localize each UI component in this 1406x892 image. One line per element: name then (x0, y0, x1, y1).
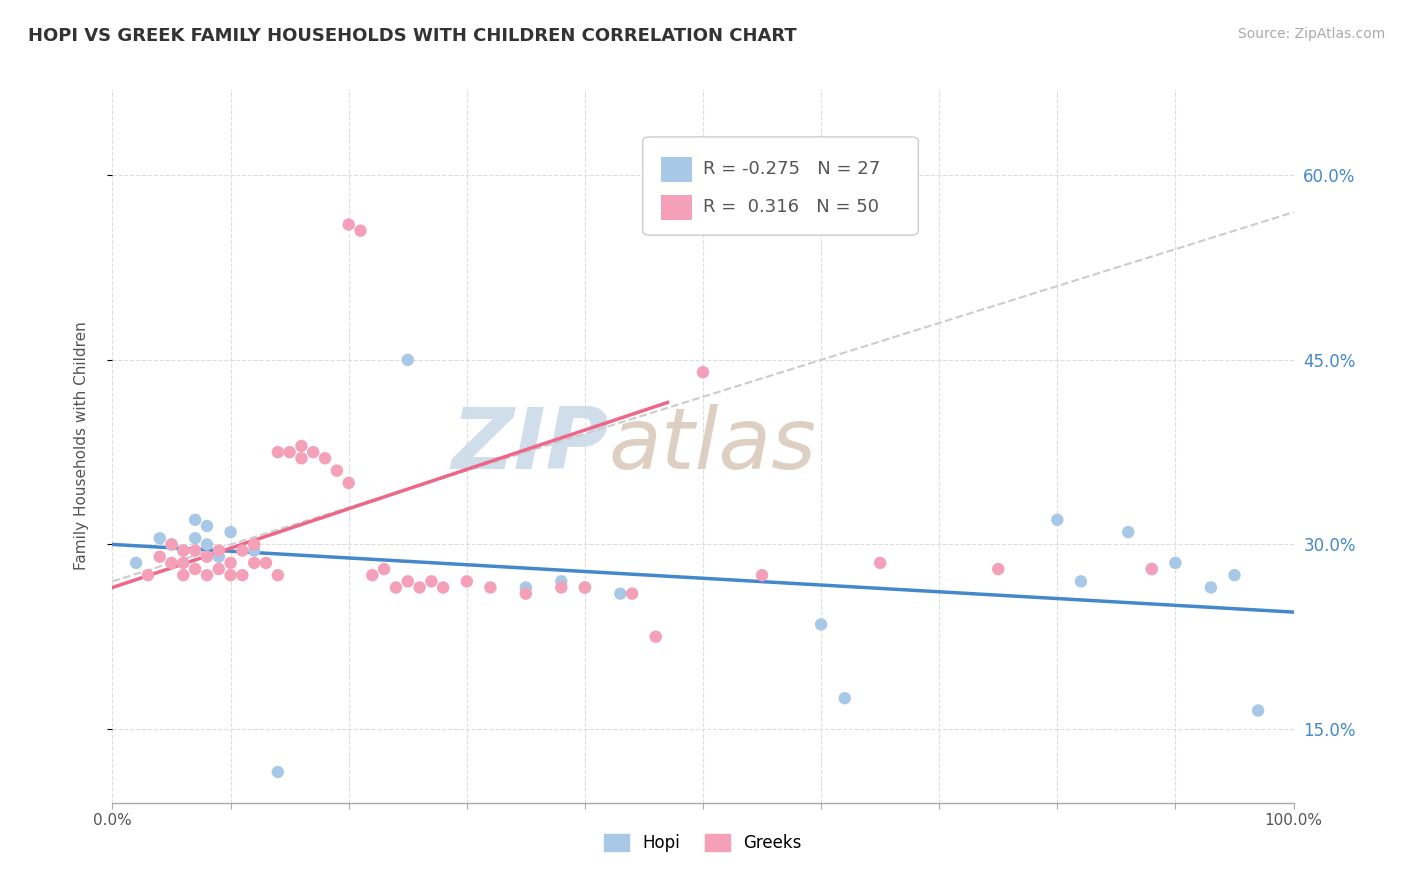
Point (208, 543, 231, 558)
Point (1223, 568, 1246, 582)
Point (267, 445, 290, 459)
Point (1140, 562, 1163, 576)
Point (1070, 574, 1092, 589)
Point (432, 581, 454, 595)
Point (314, 451, 336, 466)
Point (337, 475, 360, 490)
Point (208, 549, 231, 564)
Point (172, 568, 194, 582)
Point (195, 519, 218, 533)
Point (609, 587, 631, 601)
Point (184, 543, 207, 558)
Point (644, 630, 666, 644)
Point (267, 765, 290, 780)
Point (160, 556, 183, 570)
Point (361, 568, 384, 582)
Y-axis label: Family Households with Children: Family Households with Children (75, 322, 89, 570)
Point (219, 556, 242, 570)
Point (208, 562, 231, 576)
Point (231, 543, 253, 558)
Point (243, 543, 266, 558)
Point (160, 537, 183, 551)
Point (337, 218, 360, 232)
Point (184, 513, 207, 527)
Point (254, 556, 277, 570)
Point (479, 581, 502, 595)
Point (810, 617, 832, 632)
Point (550, 581, 572, 595)
Point (373, 562, 395, 576)
Text: HOPI VS GREEK FAMILY HOUSEHOLDS WITH CHILDREN CORRELATION CHART: HOPI VS GREEK FAMILY HOUSEHOLDS WITH CHI… (28, 27, 797, 45)
Point (195, 568, 218, 582)
Text: R =  0.316   N = 50: R = 0.316 N = 50 (703, 199, 879, 217)
Point (219, 525, 242, 540)
Point (290, 439, 312, 453)
Text: R = -0.275   N = 27: R = -0.275 N = 27 (703, 160, 880, 178)
Point (149, 531, 172, 545)
Point (515, 581, 537, 595)
Point (136, 568, 159, 582)
Point (396, 574, 419, 589)
Point (1164, 556, 1187, 570)
Point (349, 224, 371, 238)
Point (172, 556, 194, 570)
Point (160, 537, 183, 551)
Point (574, 581, 596, 595)
Point (184, 531, 207, 545)
Point (550, 574, 572, 589)
Point (621, 587, 644, 601)
Point (184, 562, 207, 576)
Point (219, 568, 242, 582)
Point (172, 543, 194, 558)
Point (302, 445, 325, 459)
Point (267, 568, 290, 582)
Point (243, 537, 266, 551)
Point (1247, 704, 1270, 718)
Point (326, 464, 349, 478)
Point (243, 556, 266, 570)
Point (1046, 513, 1069, 527)
Point (125, 556, 148, 570)
Text: Source: ZipAtlas.com: Source: ZipAtlas.com (1237, 27, 1385, 41)
Point (408, 581, 430, 595)
Text: ZIP: ZIP (451, 404, 609, 488)
Point (751, 568, 773, 582)
Point (987, 562, 1010, 576)
Point (195, 549, 218, 564)
Point (869, 556, 891, 570)
Point (149, 549, 172, 564)
Point (1116, 525, 1139, 540)
Point (195, 537, 218, 551)
Point (172, 543, 194, 558)
Point (515, 587, 537, 601)
Point (834, 691, 856, 706)
Point (456, 574, 478, 589)
Legend: Hopi, Greeks: Hopi, Greeks (598, 827, 808, 859)
Point (231, 568, 253, 582)
Point (692, 365, 714, 379)
Point (420, 574, 443, 589)
Point (290, 451, 312, 466)
Point (396, 352, 419, 367)
Point (1199, 581, 1222, 595)
Point (1140, 562, 1163, 576)
Point (574, 581, 596, 595)
Text: atlas: atlas (609, 404, 817, 488)
Point (278, 445, 301, 459)
Point (385, 581, 408, 595)
